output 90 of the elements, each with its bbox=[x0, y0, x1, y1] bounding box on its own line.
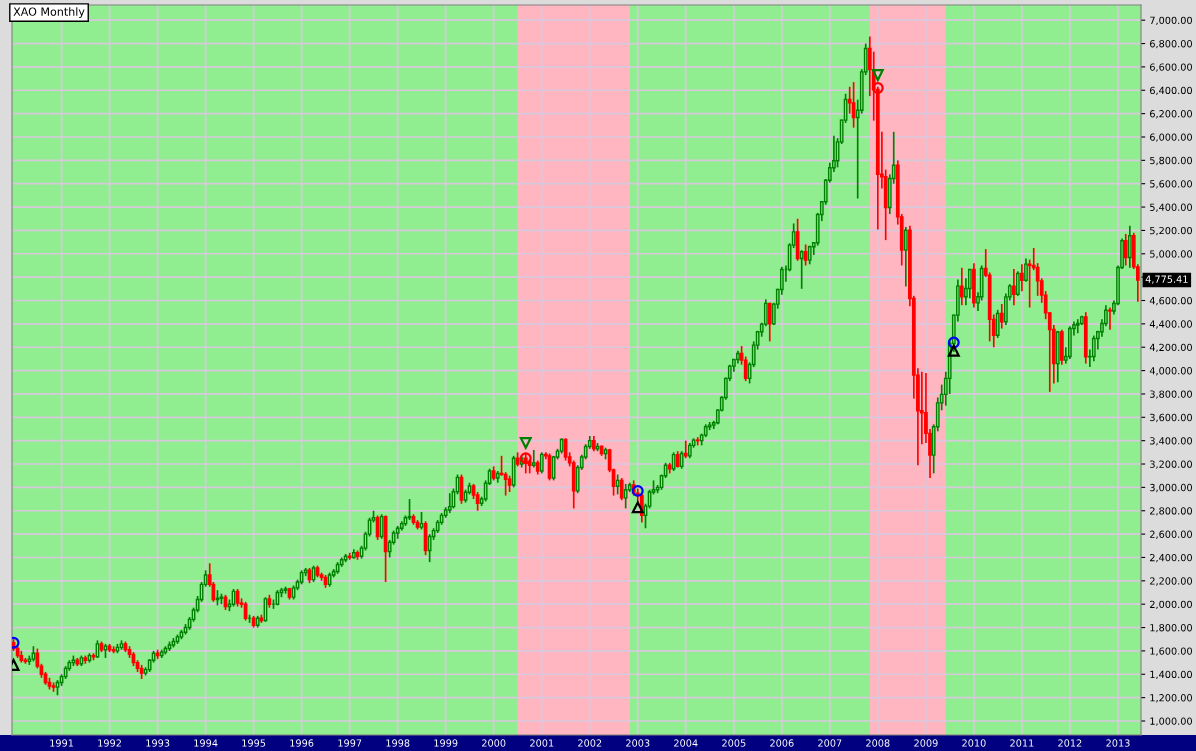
y-tick-label: 6,000.00 bbox=[1150, 133, 1192, 142]
x-tick-label: 1995 bbox=[242, 739, 266, 747]
y-tick-label: 2,400.00 bbox=[1150, 553, 1192, 563]
y-tick-label: 5,200.00 bbox=[1150, 226, 1192, 236]
y-tick-label: 5,600.00 bbox=[1150, 180, 1192, 189]
y-tick-label: 7,000.00 bbox=[1150, 16, 1192, 26]
candlestick bbox=[671, 451, 676, 472]
y-tick-label: 2,000.00 bbox=[1150, 600, 1192, 610]
point bbox=[947, 344, 960, 357]
x-tick-label: 2003 bbox=[626, 739, 650, 747]
candlestick bbox=[1015, 270, 1020, 297]
candlestick bbox=[683, 439, 688, 460]
x-tick-label: 2008 bbox=[866, 739, 890, 747]
y-tick-label: 6,200.00 bbox=[1150, 110, 1192, 119]
text: 4,775.41 bbox=[1145, 275, 1188, 284]
y-tick-label: 2,200.00 bbox=[1150, 577, 1192, 586]
x-tick-label: 1994 bbox=[194, 739, 218, 747]
point bbox=[871, 69, 884, 82]
y-tick-label: 3,400.00 bbox=[1150, 437, 1192, 446]
y-tick-label: 1,800.00 bbox=[1150, 624, 1192, 633]
x-tick-label: 1999 bbox=[434, 739, 458, 747]
candlestick bbox=[1091, 334, 1096, 363]
x-tick-label: 2001 bbox=[530, 739, 554, 747]
y-tick-label: 5,800.00 bbox=[1150, 156, 1192, 166]
point bbox=[631, 484, 644, 497]
y-tick-label: 4,000.00 bbox=[1149, 367, 1192, 376]
x-tick-label: 2005 bbox=[722, 739, 746, 747]
candlestick bbox=[1123, 233, 1128, 267]
candlestick bbox=[619, 477, 624, 502]
y-tick-label: 6,800.00 bbox=[1150, 40, 1192, 49]
y-tick-label: 6,400.00 bbox=[1150, 86, 1192, 96]
y-tick-label: 2,800.00 bbox=[1150, 507, 1192, 516]
x-tick-label: 1992 bbox=[98, 739, 121, 747]
y-tick-label: 5,000.00 bbox=[1150, 250, 1192, 259]
candlestick bbox=[1108, 306, 1112, 331]
x-tick-label: 2006 bbox=[770, 739, 794, 747]
y-tick-label: 1,000.00 bbox=[1150, 717, 1192, 726]
y-tick-label: 4,600.00 bbox=[1149, 296, 1192, 306]
y-tick-label: 3,600.00 bbox=[1150, 413, 1192, 423]
y-tick-label: 6,600.00 bbox=[1150, 63, 1192, 72]
x-tick-label: 2012 bbox=[1058, 739, 1082, 747]
x-tick-label: 1991 bbox=[50, 739, 74, 747]
y-tick-label: 3,200.00 bbox=[1150, 460, 1192, 469]
x-tick-label: 2010 bbox=[962, 739, 986, 747]
candlestick bbox=[767, 302, 772, 343]
y-tick-label: 4,400.00 bbox=[1149, 320, 1192, 329]
y-tick-label: 3,800.00 bbox=[1150, 390, 1192, 399]
candlestick bbox=[1024, 257, 1028, 283]
candlestick bbox=[447, 492, 452, 514]
x-tick-label: 2011 bbox=[1010, 739, 1034, 747]
y-tick-label: 3,000.00 bbox=[1150, 483, 1192, 493]
point bbox=[631, 501, 644, 514]
candlestick bbox=[503, 471, 508, 497]
candlestick bbox=[539, 451, 544, 475]
candlestick bbox=[623, 483, 628, 510]
candlestick bbox=[743, 355, 748, 382]
candlestick bbox=[531, 449, 536, 469]
candlestick bbox=[959, 266, 964, 307]
y-tick-label: 1,200.00 bbox=[1150, 694, 1192, 703]
x-tick-label: 2009 bbox=[914, 739, 938, 747]
x-tick-label: 1998 bbox=[386, 739, 410, 747]
candlestick bbox=[379, 513, 384, 540]
point bbox=[519, 452, 532, 465]
x-tick-label: 1993 bbox=[146, 739, 170, 747]
candlestick bbox=[523, 452, 528, 475]
x-tick-label: 2007 bbox=[818, 739, 842, 747]
y-tick-label: 4,200.00 bbox=[1149, 343, 1192, 353]
candlestick bbox=[1020, 263, 1024, 292]
y-tick-label: 5,400.00 bbox=[1150, 203, 1192, 212]
x-tick-label: 2000 bbox=[482, 739, 506, 747]
candlestick bbox=[799, 249, 804, 290]
x-tick-label: 1996 bbox=[290, 739, 314, 747]
y-tick-label: 1,600.00 bbox=[1150, 647, 1192, 656]
point bbox=[947, 336, 960, 349]
candlestick bbox=[995, 309, 1000, 339]
candlestick bbox=[999, 303, 1004, 330]
x-tick-label: 2013 bbox=[1106, 739, 1130, 747]
y-tick-label: 2,600.00 bbox=[1150, 530, 1192, 539]
candlestick bbox=[1011, 268, 1016, 307]
candlestick bbox=[615, 473, 620, 496]
x-tick-label: 2004 bbox=[674, 739, 698, 747]
point bbox=[871, 81, 884, 94]
candlestick bbox=[903, 226, 908, 288]
candlestick bbox=[803, 243, 808, 267]
candlestick bbox=[1127, 224, 1132, 269]
x-tick-label: 2002 bbox=[578, 739, 602, 747]
chart-title: XAO Monthly bbox=[13, 7, 85, 18]
candlestick bbox=[851, 81, 856, 129]
y-tick-label: 1,400.00 bbox=[1150, 670, 1192, 680]
x-tick-label: 1997 bbox=[338, 739, 362, 747]
